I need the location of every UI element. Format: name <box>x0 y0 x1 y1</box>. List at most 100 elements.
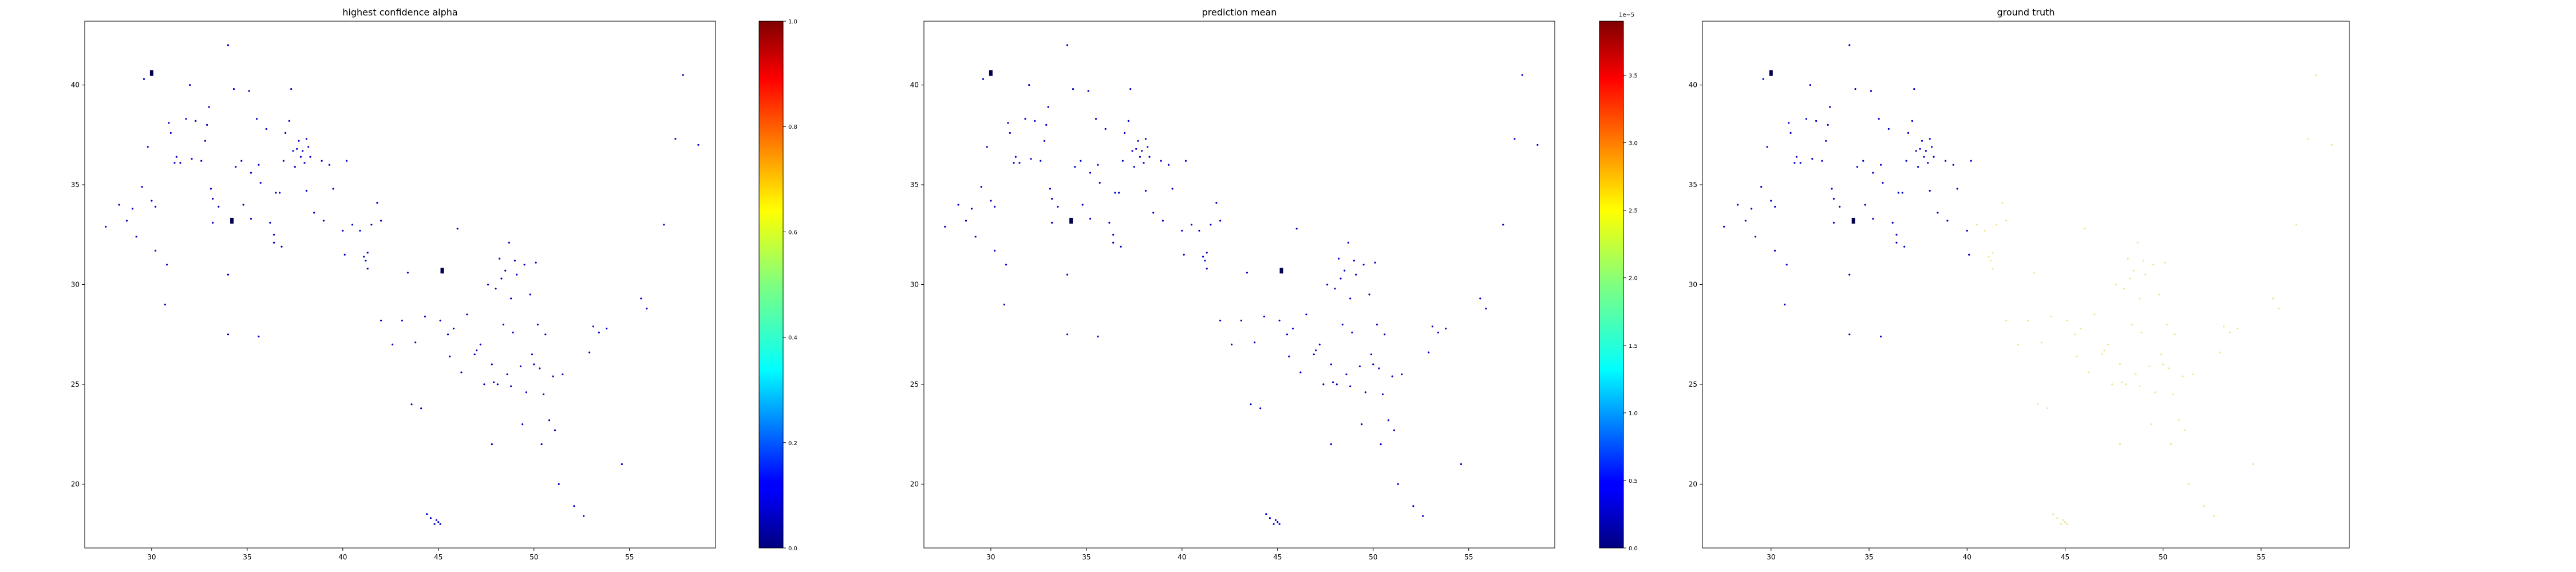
y-tick-label: 20 <box>71 480 80 488</box>
data-point <box>1903 245 1906 248</box>
data-point <box>2223 325 2225 328</box>
data-point <box>2074 333 2076 336</box>
data-point <box>1334 287 1336 290</box>
data-point <box>1124 132 1126 134</box>
data-point <box>621 463 623 466</box>
data-point <box>1431 325 1433 328</box>
data-point <box>982 78 985 80</box>
data-point <box>135 236 137 238</box>
data-point <box>1856 166 1859 168</box>
data-point <box>491 363 493 366</box>
data-point <box>175 156 177 158</box>
data-point <box>558 483 560 486</box>
data-point <box>1946 220 1949 222</box>
data-point <box>1737 204 1739 206</box>
data-point <box>1167 164 1170 166</box>
data-point <box>2132 269 2135 272</box>
data-point <box>280 245 283 248</box>
x-tick-label: 45 <box>434 553 442 561</box>
colorbar-tick-label: 3.0 <box>1629 141 1638 147</box>
data-point <box>1412 505 1415 507</box>
data-point <box>200 160 203 162</box>
data-point <box>305 189 308 192</box>
data-point <box>1911 120 1913 122</box>
data-point <box>2064 521 2067 523</box>
data-point <box>2164 261 2166 264</box>
data-point <box>321 160 323 162</box>
chart-panel-highest-confidence-alpha: highest confidence alpha 30 35 40 45 50 55 20 2… <box>71 7 797 561</box>
data-point <box>1862 160 1864 162</box>
data-point <box>1351 331 1353 333</box>
colorbar-tick-label: 1.5 <box>1629 343 1638 349</box>
data-point <box>674 138 677 140</box>
data-point <box>2056 517 2059 519</box>
data-point <box>2005 319 2008 321</box>
highlight-point <box>149 70 153 76</box>
data-point <box>499 257 501 260</box>
data-point <box>1349 385 1352 388</box>
data-point <box>1040 160 1042 162</box>
data-point <box>1376 323 1378 325</box>
data-point <box>1072 88 1074 90</box>
data-point <box>2088 371 2090 374</box>
data-point <box>476 349 478 352</box>
data-point <box>1147 146 1149 148</box>
data-point <box>1945 160 1947 162</box>
x-tick-label: 35 <box>1082 553 1091 561</box>
data-point <box>1089 217 1092 220</box>
data-point <box>1273 523 1275 525</box>
data-point <box>1210 224 1212 226</box>
data-point <box>1066 333 1069 336</box>
data-point <box>424 315 426 317</box>
data-point <box>1992 268 1994 270</box>
data-point <box>548 419 551 422</box>
colorbar-tick-label: 3.5 <box>1629 73 1638 79</box>
data-point <box>2162 363 2164 366</box>
highlight-point <box>1851 217 1855 224</box>
data-point <box>1919 148 1921 150</box>
data-point <box>1401 373 1403 376</box>
data-point <box>1330 443 1332 446</box>
data-point <box>437 521 440 523</box>
data-point <box>1921 140 1923 142</box>
highlight-point <box>1279 268 1283 274</box>
data-point <box>1120 245 1122 248</box>
data-point <box>2026 319 2029 321</box>
data-point <box>1882 182 1884 184</box>
x-tick-label: 40 <box>1178 553 1186 561</box>
data-point <box>2119 363 2121 366</box>
data-point <box>2123 287 2125 290</box>
data-point <box>466 313 468 316</box>
data-point <box>1137 140 1139 142</box>
data-point <box>1043 140 1045 142</box>
data-point <box>2036 403 2039 406</box>
data-point <box>516 273 518 276</box>
data-point <box>2131 323 2133 325</box>
data-point <box>2191 373 2194 376</box>
data-point <box>1931 146 1933 148</box>
data-point <box>1751 208 1753 210</box>
data-point <box>1014 156 1017 158</box>
data-point <box>2142 260 2145 262</box>
data-point <box>1784 303 1786 306</box>
data-point <box>1809 84 1811 86</box>
y-tick-label: 35 <box>1689 181 1697 189</box>
data-point <box>429 517 432 519</box>
colorbar-gradient <box>1599 21 1624 549</box>
data-point <box>1370 353 1372 356</box>
data-point <box>125 220 128 222</box>
data-point <box>592 325 594 328</box>
data-point <box>1080 160 1082 162</box>
data-point <box>1250 403 1252 406</box>
data-point <box>1514 138 1516 140</box>
data-point <box>1066 273 1069 276</box>
data-point <box>1034 120 1036 122</box>
data-point <box>1338 257 1340 260</box>
data-point <box>2172 393 2174 396</box>
data-point <box>2084 228 2086 230</box>
data-point <box>1848 273 1851 276</box>
data-point <box>1183 253 1185 256</box>
data-point <box>1066 44 1069 46</box>
data-point <box>1318 343 1321 345</box>
data-point <box>273 233 275 236</box>
